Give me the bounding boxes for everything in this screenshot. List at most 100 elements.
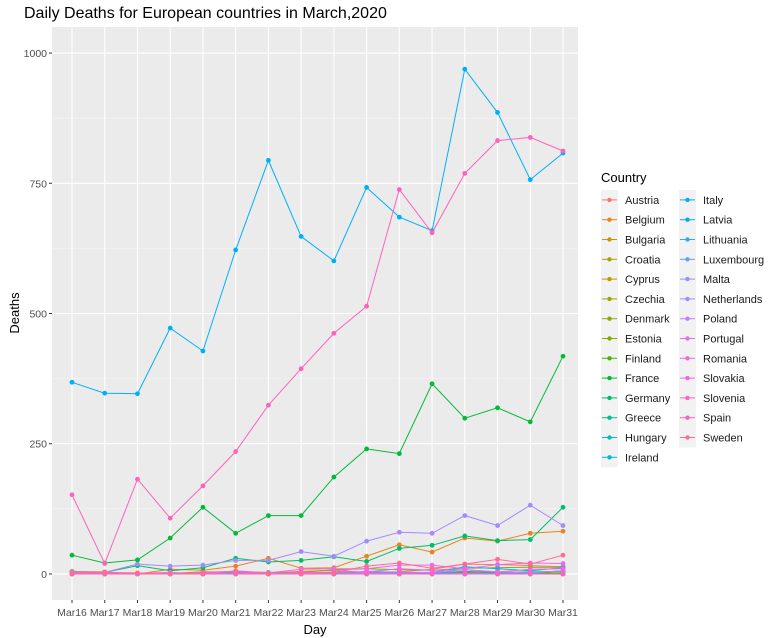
data-point bbox=[364, 553, 369, 559]
data-point bbox=[331, 553, 337, 559]
data-point bbox=[69, 570, 75, 576]
data-point bbox=[200, 483, 206, 489]
x-tick-label: Mar24 bbox=[319, 607, 349, 619]
data-point bbox=[560, 523, 566, 528]
data-point bbox=[167, 535, 173, 541]
y-axis-label: Deaths bbox=[7, 292, 22, 334]
data-point bbox=[331, 330, 337, 336]
data-point bbox=[462, 513, 468, 519]
series-line bbox=[71, 562, 564, 575]
x-tick-label: Mar19 bbox=[155, 607, 185, 619]
legend-item-croatia: Croatia bbox=[602, 254, 661, 266]
data-point bbox=[527, 566, 533, 572]
data-point bbox=[167, 563, 173, 569]
legend-label: Ireland bbox=[625, 452, 659, 464]
x-tick-label: Mar22 bbox=[254, 607, 284, 619]
x-tick-label: Mar16 bbox=[57, 607, 87, 619]
legend-key-point bbox=[607, 356, 612, 361]
legend-label: Germany bbox=[625, 393, 671, 405]
data-point bbox=[429, 542, 435, 548]
series-spain bbox=[69, 135, 566, 566]
legend-item-poland: Poland bbox=[680, 314, 737, 326]
legend-key-point bbox=[607, 276, 612, 282]
legend-title: Country bbox=[601, 170, 647, 185]
legend-key-point bbox=[607, 415, 612, 420]
legend-label: Romania bbox=[703, 353, 748, 365]
y-tick-label: 500 bbox=[29, 309, 47, 321]
data-point bbox=[331, 474, 337, 480]
data-point bbox=[298, 569, 304, 575]
data-point bbox=[495, 138, 500, 143]
legend-key-point bbox=[685, 356, 690, 361]
data-point bbox=[429, 565, 435, 571]
series-layer bbox=[69, 66, 566, 577]
x-tick-label: Mar26 bbox=[384, 607, 414, 619]
data-point bbox=[233, 530, 239, 536]
data-point bbox=[135, 557, 140, 563]
data-point bbox=[396, 529, 402, 535]
data-point bbox=[135, 570, 140, 576]
data-point bbox=[167, 571, 173, 577]
x-tick-label: Mar30 bbox=[515, 607, 545, 619]
data-point bbox=[495, 110, 500, 115]
data-point bbox=[135, 476, 140, 482]
legend-label: Portugal bbox=[703, 334, 744, 346]
data-point bbox=[560, 571, 566, 577]
data-point bbox=[200, 562, 206, 568]
x-tick-label: Mar21 bbox=[221, 607, 251, 619]
data-point bbox=[298, 234, 304, 239]
data-point bbox=[364, 538, 369, 544]
data-point bbox=[200, 348, 206, 354]
legend-key-point bbox=[607, 435, 612, 440]
legend-label: Cyprus bbox=[625, 274, 660, 286]
legend-key-point bbox=[685, 336, 690, 341]
data-point bbox=[560, 566, 566, 572]
data-point bbox=[233, 247, 239, 253]
data-point bbox=[331, 258, 337, 264]
legend-label: Malta bbox=[703, 274, 731, 286]
series-line bbox=[71, 355, 564, 564]
data-point bbox=[331, 569, 337, 575]
legend-item-italy: Italy bbox=[680, 195, 724, 207]
legend-label: Belgium bbox=[625, 215, 665, 227]
data-point bbox=[396, 566, 402, 572]
legend-key-point bbox=[607, 316, 612, 321]
legend-item-slovakia: Slovakia bbox=[680, 373, 745, 385]
legend-key-point bbox=[607, 197, 612, 203]
data-point bbox=[364, 185, 369, 190]
series-italy bbox=[69, 66, 566, 397]
data-point bbox=[527, 177, 533, 183]
legend-label: Luxembourg bbox=[703, 254, 764, 266]
data-point bbox=[167, 515, 173, 521]
legend-label: Czechia bbox=[625, 294, 666, 306]
data-point bbox=[396, 187, 402, 192]
data-point bbox=[364, 446, 369, 452]
chart-title: Daily Deaths for European countries in M… bbox=[24, 5, 387, 22]
legend-item-latvia: Latvia bbox=[680, 215, 733, 227]
legend-item-sweden: Sweden bbox=[680, 433, 743, 445]
y-tick-label: 750 bbox=[29, 178, 47, 190]
data-point bbox=[495, 556, 500, 562]
data-point bbox=[200, 504, 206, 510]
x-tick-label: Mar31 bbox=[548, 607, 578, 619]
y-tick-label: 1000 bbox=[24, 48, 48, 60]
legend-key-point bbox=[685, 375, 690, 381]
legend-key-point bbox=[685, 435, 690, 440]
legend-item-portugal: Portugal bbox=[680, 334, 744, 346]
legend-label: Finland bbox=[625, 353, 661, 365]
data-point bbox=[429, 530, 435, 536]
x-tick-label: Mar23 bbox=[286, 607, 316, 619]
data-point bbox=[429, 571, 435, 577]
data-point bbox=[429, 549, 435, 555]
legend-label: Estonia bbox=[625, 334, 663, 346]
legend-key-point bbox=[607, 375, 612, 381]
data-point bbox=[462, 66, 468, 72]
data-point bbox=[462, 561, 468, 567]
legend-item-france: France bbox=[602, 373, 659, 385]
x-tick-label: Mar17 bbox=[90, 607, 120, 619]
data-point bbox=[69, 552, 75, 558]
legend-key-point bbox=[685, 217, 690, 222]
data-point bbox=[298, 513, 304, 519]
data-point bbox=[527, 530, 533, 536]
